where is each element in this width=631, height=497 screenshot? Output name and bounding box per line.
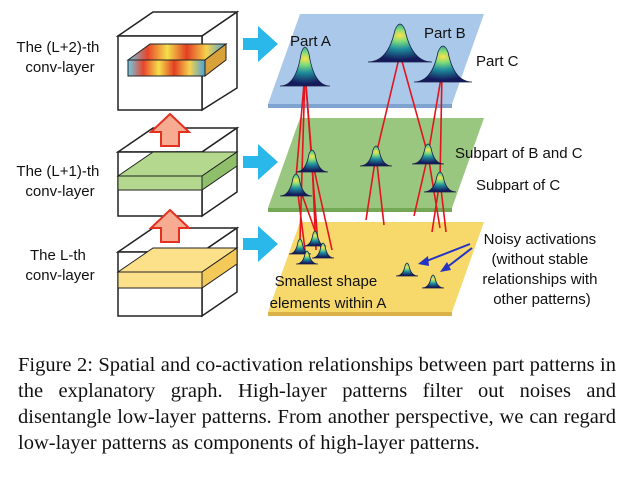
layer-label-middle: The (L+1)-th conv-layer: [16, 163, 103, 200]
peak-part-c: [413, 45, 473, 83]
label-part-a: Part A: [290, 33, 331, 50]
label-subpart-c: Subpart of C: [476, 177, 560, 194]
up-arrow-top: [148, 112, 192, 147]
up-arrow-bottom: [148, 208, 192, 243]
explanatory-graph-figure: The (L+2)-th conv-layer The (L+1)-th con…: [16, 10, 601, 318]
peak-small-a4: [295, 250, 319, 265]
layer-label-top: The (L+2)-th conv-layer: [16, 39, 103, 76]
label-subpart-bc: Subpart of B and C: [455, 145, 583, 162]
layer-label-bottom: The L-th conv-layer: [25, 247, 94, 284]
layer-box-middle: [115, 126, 240, 218]
figure-caption: Figure 2: Spatial and co-activation rela…: [18, 354, 616, 454]
label-noisy-activations: Noisy activations (without stable relati…: [482, 231, 601, 308]
label-part-c: Part C: [476, 53, 519, 70]
peak-small-a2: [303, 230, 327, 247]
layer-box-bottom: [115, 226, 240, 318]
peak-subpart-bc: [411, 143, 445, 165]
peak-middle-3: [359, 145, 393, 167]
peak-part-b: [367, 23, 433, 63]
right-arrow-top: [243, 26, 278, 62]
label-part-b: Part B: [424, 25, 466, 42]
peak-small-a3: [311, 242, 335, 259]
peak-noise-2: [421, 274, 445, 289]
peak-part-a: [279, 46, 331, 87]
layer-box-top: [115, 10, 240, 112]
right-arrow-bottom: [243, 226, 278, 262]
right-arrow-middle: [243, 144, 278, 180]
peak-subpart-c: [423, 171, 457, 193]
peak-middle-2: [279, 173, 313, 197]
peak-noise-1: [395, 262, 419, 277]
peak-middle-1: [295, 149, 329, 173]
noise-pointer-arrows: [418, 243, 473, 272]
label-smallest-shape: Smallest shape elements within A: [270, 273, 387, 312]
